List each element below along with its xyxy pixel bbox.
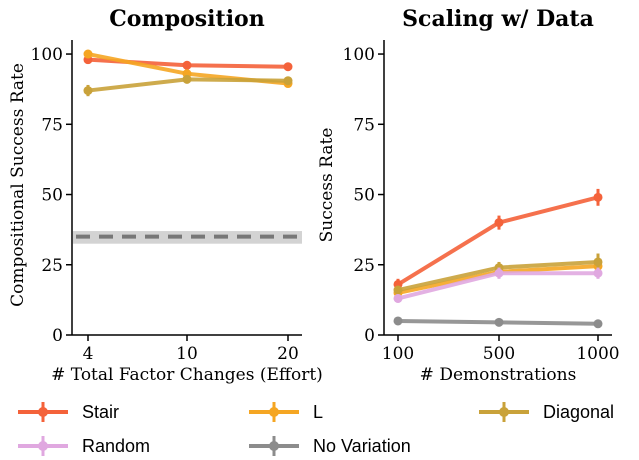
left-y-tick-label: 0 xyxy=(52,326,63,346)
right-y-tick-label: 0 xyxy=(364,326,375,346)
right-chart-title: Scaling w/ Data xyxy=(402,6,594,32)
right-y-tick-label: 50 xyxy=(353,186,375,206)
legend-label-no-variation: No Variation xyxy=(313,436,411,456)
left-panel: Composition Compositional Success Rate #… xyxy=(8,6,323,385)
legend-item-stair: Stair xyxy=(18,402,119,422)
right-x-axis-label: # Demonstrations xyxy=(420,365,577,385)
legend-item-no-variation: No Variation xyxy=(249,436,411,456)
legend-marker-diagonal xyxy=(499,407,509,417)
legend-item-random: Random xyxy=(18,436,150,456)
left-y-axis-label: Compositional Success Rate xyxy=(8,63,28,307)
right-x-tick-label: 500 xyxy=(483,344,515,364)
left-point-l xyxy=(83,49,93,59)
right-x-tick-label: 1000 xyxy=(576,344,619,364)
legend-marker-stair xyxy=(38,407,48,417)
left-y-tick-label: 75 xyxy=(41,115,63,135)
right-y-tick-label: 100 xyxy=(343,45,375,65)
right-point-diagonal xyxy=(393,285,403,295)
right-y-axis-label: Success Rate xyxy=(317,128,337,243)
legend-item-diagonal: Diagonal xyxy=(479,402,614,422)
right-point-diagonal xyxy=(593,257,603,267)
right-y-tick-label: 75 xyxy=(353,115,375,135)
right-point-random xyxy=(494,268,504,278)
left-y-tick-label: 25 xyxy=(41,256,63,276)
left-point-diagonal xyxy=(83,86,93,96)
left-point-stair xyxy=(182,60,192,70)
left-x-tick-label: 10 xyxy=(176,344,198,364)
right-point-stair xyxy=(494,218,504,228)
left-point-diagonal xyxy=(283,76,293,86)
legend-label-stair: Stair xyxy=(82,402,119,422)
legend-label-diagonal: Diagonal xyxy=(543,402,614,422)
left-point-stair xyxy=(283,62,293,72)
legend-marker-no-variation xyxy=(269,441,279,451)
baseline-band xyxy=(73,231,302,244)
legend: Stair L Diagonal Random No Variation xyxy=(18,402,614,456)
right-point-random xyxy=(593,268,603,278)
left-y-tick-label: 100 xyxy=(31,45,63,65)
left-y-tick-label: 50 xyxy=(41,186,63,206)
legend-item-l: L xyxy=(249,402,323,422)
left-x-axis-label: # Total Factor Changes (Effort) xyxy=(51,365,323,385)
legend-label-random: Random xyxy=(82,436,150,456)
right-point-no-variation xyxy=(593,319,603,329)
legend-marker-random xyxy=(38,441,48,451)
right-point-no-variation xyxy=(393,316,403,326)
left-point-diagonal xyxy=(182,74,192,84)
right-point-no-variation xyxy=(494,317,504,327)
legend-label-l: L xyxy=(313,402,323,422)
right-y-tick-label: 25 xyxy=(353,256,375,276)
right-point-random xyxy=(393,293,403,303)
right-x-tick-label: 100 xyxy=(382,344,414,364)
right-point-stair xyxy=(593,192,603,202)
left-x-tick-label: 4 xyxy=(83,344,94,364)
legend-marker-l xyxy=(269,407,279,417)
left-chart-title: Composition xyxy=(109,6,264,32)
right-panel: Scaling w/ Data Success Rate # Demonstra… xyxy=(317,6,620,385)
left-x-tick-label: 20 xyxy=(277,344,299,364)
